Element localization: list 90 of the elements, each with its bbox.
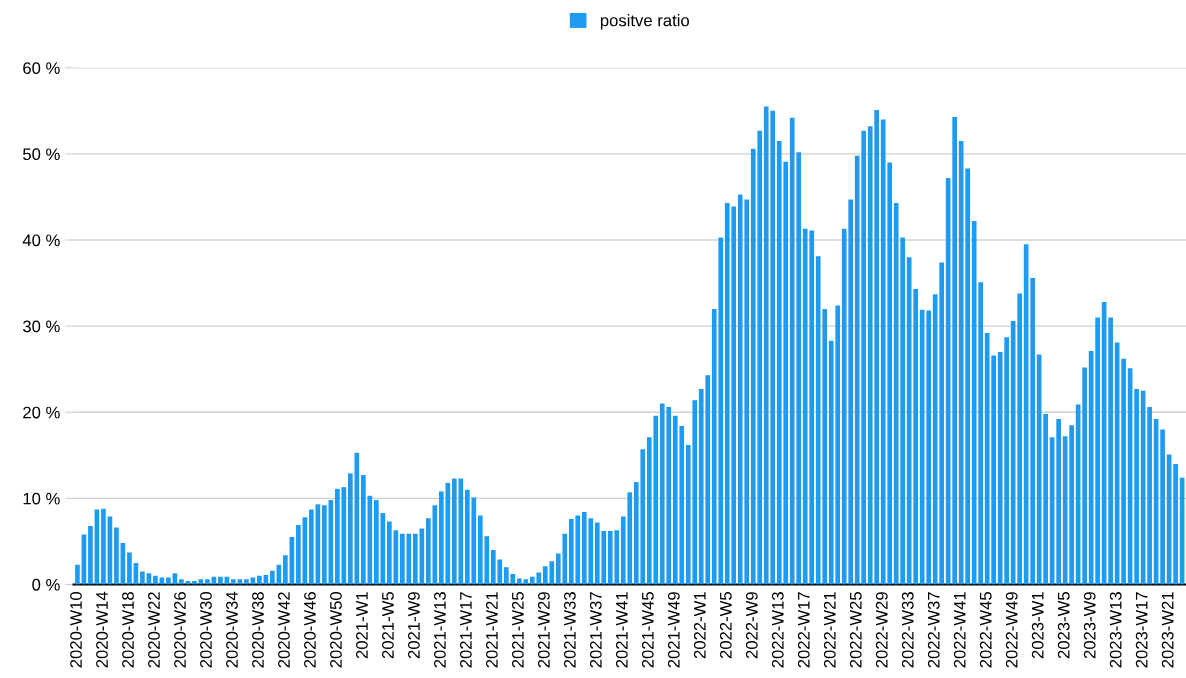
x-tick-label: 2020-W46 xyxy=(304,592,316,668)
bar xyxy=(1082,367,1087,585)
bar xyxy=(244,579,249,585)
x-tick-label: 2021-W13 xyxy=(433,592,446,668)
bar xyxy=(218,576,223,585)
y-tick-label: 40 % xyxy=(22,234,60,247)
bar xyxy=(1095,317,1100,585)
bar xyxy=(1147,407,1152,585)
x-tick-label: 2023-W21 xyxy=(1161,592,1174,668)
x-tick-label: 2020-W42 xyxy=(278,592,290,668)
x-tick-label: 2020-W34 xyxy=(226,591,238,668)
x-tick-label: 2021-W37 xyxy=(589,592,602,668)
bar xyxy=(1160,429,1165,585)
x-tick-label: 2020-W10 xyxy=(70,592,82,668)
bar xyxy=(1030,277,1035,585)
bar xyxy=(1121,358,1126,585)
x-tick-label: 2023-W9 xyxy=(1083,592,1096,659)
bar xyxy=(361,475,366,585)
x-tick-label: 2020-W22 xyxy=(148,592,160,668)
x-tick-label: 2020-W18 xyxy=(122,592,134,668)
x-tick-label: 2021-W33 xyxy=(563,592,576,668)
bar xyxy=(991,355,996,585)
bar xyxy=(1173,463,1178,585)
bar xyxy=(1004,337,1009,585)
x-tick-label: 2022-W13 xyxy=(771,592,784,668)
x-tick-label: 2021-W17 xyxy=(459,592,472,668)
bar xyxy=(101,508,106,585)
legend-label: positve ratio xyxy=(600,14,689,30)
bar xyxy=(1108,317,1113,585)
bar xyxy=(231,579,236,585)
bar xyxy=(179,579,184,585)
x-tick-label: 2022-W49 xyxy=(1005,592,1018,668)
x-tick-label: 2022-W29 xyxy=(875,592,888,668)
bar xyxy=(166,577,171,585)
bar xyxy=(348,473,353,585)
x-tick-label: 2022-W9 xyxy=(745,592,758,659)
bar xyxy=(114,527,119,585)
bar xyxy=(205,579,210,585)
bar xyxy=(283,555,288,585)
x-tick-label: 2022-W41 xyxy=(953,592,966,668)
bar xyxy=(1043,413,1048,585)
y-tick-label: 60 % xyxy=(23,62,60,74)
x-tick-label: 2021-W41 xyxy=(615,592,628,668)
x-tick-label: 2023-W13 xyxy=(1109,592,1122,668)
x-tick-label: 2020-W38 xyxy=(252,592,264,668)
bar xyxy=(1134,388,1139,585)
bar xyxy=(1017,293,1022,585)
bar xyxy=(322,505,327,585)
x-tick-label: 2020-W14 xyxy=(96,591,108,668)
bar xyxy=(374,500,379,585)
x-tick-label: 2023-W5 xyxy=(1057,592,1070,659)
y-tick-label: 0 % xyxy=(32,578,60,591)
bar xyxy=(270,570,275,585)
bar xyxy=(1069,425,1074,585)
x-tick-label: 2021-W21 xyxy=(485,592,498,668)
x-tick-label: 2021-W45 xyxy=(641,592,654,668)
x-tick-label: 2022-W45 xyxy=(979,592,992,668)
x-tick-label: 2023-W1 xyxy=(1031,592,1044,659)
x-tick-label: 2020-W50 xyxy=(330,592,342,668)
x-tick-label: 2021-W5 xyxy=(382,592,394,659)
x-tick-label: 2021-W29 xyxy=(537,592,550,668)
x-tick-label: 2022-W21 xyxy=(823,592,836,668)
y-tick-label: 30 % xyxy=(22,320,60,333)
bar xyxy=(296,525,301,585)
bar xyxy=(335,488,340,585)
bar xyxy=(192,580,197,585)
y-tick-label: 10 % xyxy=(23,492,60,505)
bar xyxy=(88,525,93,585)
x-tick-label: 2023-W17 xyxy=(1135,592,1148,668)
x-tick-label: 2021-W25 xyxy=(511,592,524,668)
x-tick-label: 2022-W33 xyxy=(901,592,914,668)
x-tick-label: 2021-W9 xyxy=(408,592,420,659)
y-tick-label: 20 % xyxy=(23,406,60,419)
x-tick-label: 2020-W30 xyxy=(200,592,212,668)
bar xyxy=(140,571,145,585)
x-tick-label: 2020-W26 xyxy=(174,592,186,668)
bar xyxy=(153,575,158,585)
bar xyxy=(1056,419,1061,585)
x-tick-label: 2022-W17 xyxy=(797,592,810,668)
y-tick-label: 50 % xyxy=(23,148,60,161)
bar xyxy=(257,575,262,585)
x-tick-label: 2022-W1 xyxy=(693,592,706,659)
x-tick-label: 2022-W5 xyxy=(719,592,732,659)
bar xyxy=(309,509,314,585)
bar xyxy=(75,564,80,585)
x-tick-label: 2021-W49 xyxy=(667,592,680,668)
bar xyxy=(127,552,132,585)
x-tick-label: 2021-W1 xyxy=(356,592,368,659)
x-tick-label: 2022-W37 xyxy=(927,592,940,668)
x-tick-label: 2022-W25 xyxy=(849,592,862,668)
